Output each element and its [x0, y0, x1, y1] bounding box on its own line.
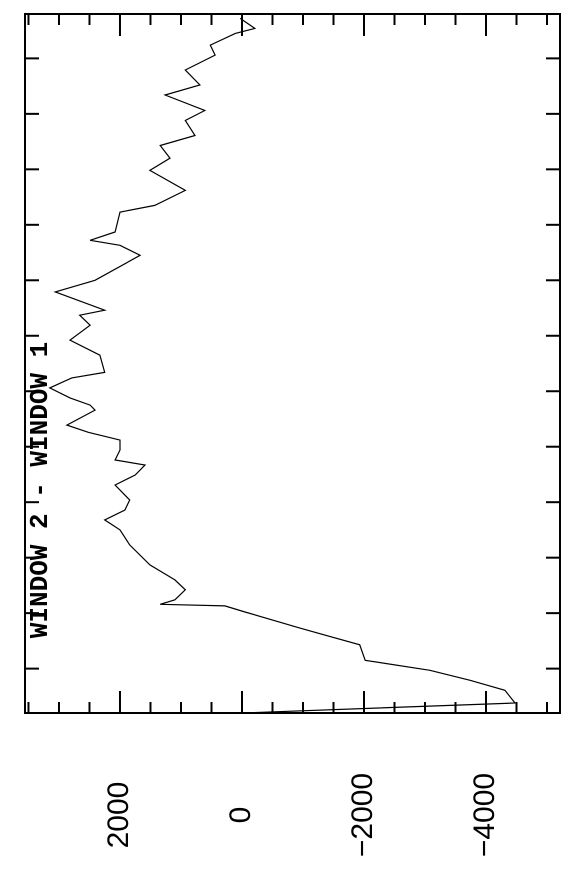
tick-label: −4000	[468, 773, 501, 857]
tick-label: −2000	[346, 773, 379, 857]
axis-label: WINDOW 2 - WINDOW 1	[25, 342, 55, 638]
tick-label: 0	[224, 807, 257, 824]
plot-frame	[24, 13, 561, 714]
data-line	[48, 17, 517, 714]
tick-label: 2000	[102, 782, 135, 849]
